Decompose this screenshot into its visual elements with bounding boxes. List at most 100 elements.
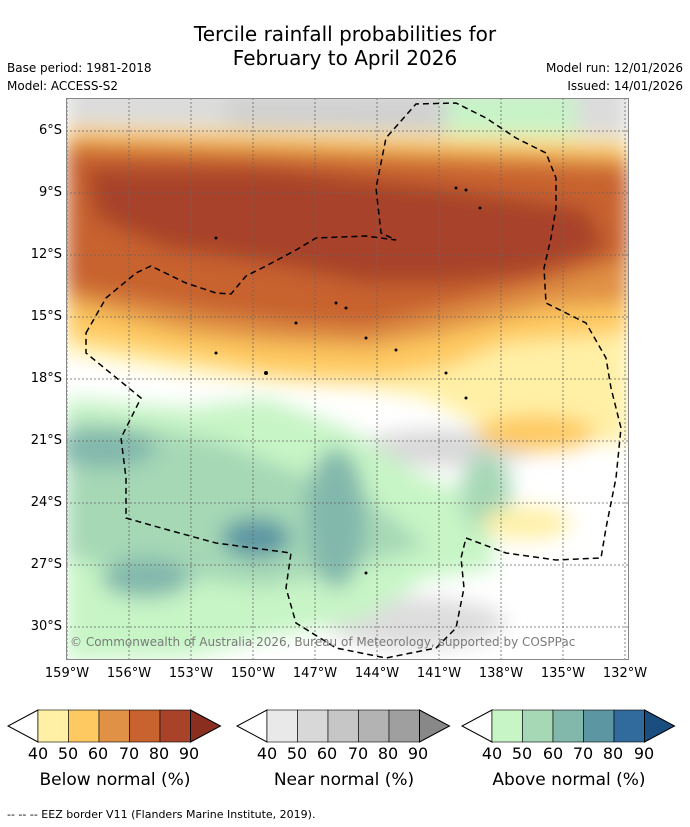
- cbar-near-tick-50: 50: [286, 744, 308, 763]
- cbar-above-tick-50: 50: [511, 744, 533, 763]
- island: [454, 186, 458, 190]
- map-canvas: © Commonwealth of Australia 2026, Bureau…: [66, 98, 629, 660]
- lon-label-159w: 159°W: [44, 666, 90, 681]
- map-title: Tercile rainfall probabilities for Febru…: [0, 22, 690, 70]
- colorbars: [6, 709, 676, 743]
- lat-label-15s: 15°S: [30, 309, 62, 324]
- map-panel: © Commonwealth of Australia 2026, Bureau…: [66, 98, 629, 660]
- title-line-1: Tercile rainfall probabilities for: [193, 22, 497, 46]
- lon-label-144w: 144°W: [354, 666, 400, 681]
- probability-shading: [66, 98, 629, 660]
- cbar-below-tick-60: 60: [87, 744, 109, 763]
- above-60-region: [306, 448, 366, 588]
- cbar-below-tick-40: 40: [27, 744, 49, 763]
- lat-label-24s: 24°S: [30, 495, 62, 510]
- lon-label-147w: 147°W: [292, 666, 338, 681]
- lat-label-18s: 18°S: [30, 371, 62, 386]
- island: [334, 301, 338, 305]
- above-60-west: [66, 428, 156, 468]
- cbar-above-tick-60: 60: [542, 744, 564, 763]
- lat-label-27s: 27°S: [30, 557, 62, 572]
- cbar-near-over-arrow: [419, 709, 451, 743]
- cbar-below-title: Below normal (%): [39, 770, 191, 790]
- map-border: [66, 98, 629, 660]
- cbar-below-tick-80: 80: [148, 744, 170, 763]
- lat-label-6s: 6°S: [38, 123, 62, 138]
- cbar-below-over-arrow: [190, 709, 222, 743]
- cbar-above-tick-40: 40: [481, 744, 503, 763]
- island: [364, 571, 368, 575]
- island: [214, 236, 218, 240]
- below-50-se: [476, 415, 596, 451]
- eez-border: [85, 102, 622, 659]
- island: [394, 348, 398, 352]
- meta-right: Model run: 12/01/2026 Issued: 14/01/2026: [546, 59, 683, 95]
- lat-label-21s: 21°S: [30, 433, 62, 448]
- above-60-sw: [101, 558, 191, 598]
- cbar-above-swatch-50: [522, 709, 554, 743]
- cbar-below-tick-50: 50: [57, 744, 79, 763]
- cbar-near-under-arrow: [235, 709, 268, 743]
- cbar-near-tick-70: 70: [347, 744, 369, 763]
- cbar-above-swatch-60: [552, 709, 584, 743]
- cbar-near-swatch-70: [358, 709, 390, 743]
- lon-label-135w: 135°W: [540, 666, 586, 681]
- above-70-region: [221, 518, 291, 558]
- cbar-below-tick-70: 70: [118, 744, 140, 763]
- eez-legend-footer: -- -- -- EEZ border V11 (Flanders Marine…: [7, 808, 316, 821]
- cbar-above-tick-80: 80: [602, 744, 624, 763]
- lat-label-9s: 9°S: [38, 185, 62, 200]
- cbar-above-swatch-40: [491, 709, 523, 743]
- cbar-near-tick-90: 90: [407, 744, 429, 763]
- cbar-below-swatch-60: [98, 709, 130, 743]
- cbar-above-tick-70: 70: [572, 744, 594, 763]
- cbar-near-tick-80: 80: [377, 744, 399, 763]
- cbar-near-tick-60: 60: [316, 744, 338, 763]
- cbar-below-swatch-80: [159, 709, 191, 743]
- island: [444, 371, 448, 375]
- graticule: [66, 98, 629, 660]
- below-80-band: [86, 168, 606, 283]
- lon-label-156w: 156°W: [106, 666, 152, 681]
- island: [214, 351, 218, 355]
- copyright-notice: © Commonwealth of Australia 2026, Bureau…: [70, 635, 575, 649]
- lon-label-153w: 153°W: [168, 666, 214, 681]
- lon-label-141w: 141°W: [416, 666, 462, 681]
- cbar-above-over-arrow: [644, 709, 676, 743]
- island: [344, 306, 348, 310]
- cbar-below-under-arrow: [6, 709, 39, 743]
- lon-label-150w: 150°W: [230, 666, 276, 681]
- cbar-below-swatch-50: [68, 709, 100, 743]
- model-run: Model run: 12/01/2026: [545, 61, 683, 75]
- cbar-above-under-arrow: [460, 709, 493, 743]
- cbar-above-tick-90: 90: [633, 744, 655, 763]
- island: [294, 321, 298, 325]
- issued-date: Issued: 14/01/2026: [567, 79, 683, 93]
- cbar-near-swatch-50: [297, 709, 329, 743]
- lon-label-138w: 138°W: [478, 666, 524, 681]
- lat-label-30s: 30°S: [30, 619, 62, 634]
- base-period: Base period: 1981-2018: [7, 61, 152, 75]
- island: [464, 396, 468, 400]
- meta-left: Base period: 1981-2018 Model: ACCESS-S2: [7, 59, 152, 95]
- cbar-above-swatch-70: [583, 709, 615, 743]
- below-40-se: [481, 507, 571, 539]
- cbar-below-swatch-70: [129, 709, 161, 743]
- cbar-near-tick-40: 40: [256, 744, 278, 763]
- island: [264, 371, 268, 375]
- model-name: Model: ACCESS-S2: [7, 79, 119, 93]
- lat-label-12s: 12°S: [30, 247, 62, 262]
- island: [464, 188, 468, 192]
- cbar-near-title: Near normal (%): [273, 770, 415, 790]
- cbar-near-swatch-60: [327, 709, 359, 743]
- islands: [214, 186, 482, 575]
- cbar-above-swatch-80: [613, 709, 645, 743]
- island: [478, 206, 482, 210]
- cbar-above-title: Above normal (%): [492, 770, 646, 790]
- cbar-near-swatch-40: [266, 709, 298, 743]
- island: [364, 336, 368, 340]
- cbar-below-tick-90: 90: [178, 744, 200, 763]
- lon-label-132w: 132°W: [602, 666, 648, 681]
- cbar-below-swatch-40: [37, 709, 69, 743]
- cbar-near-swatch-80: [388, 709, 420, 743]
